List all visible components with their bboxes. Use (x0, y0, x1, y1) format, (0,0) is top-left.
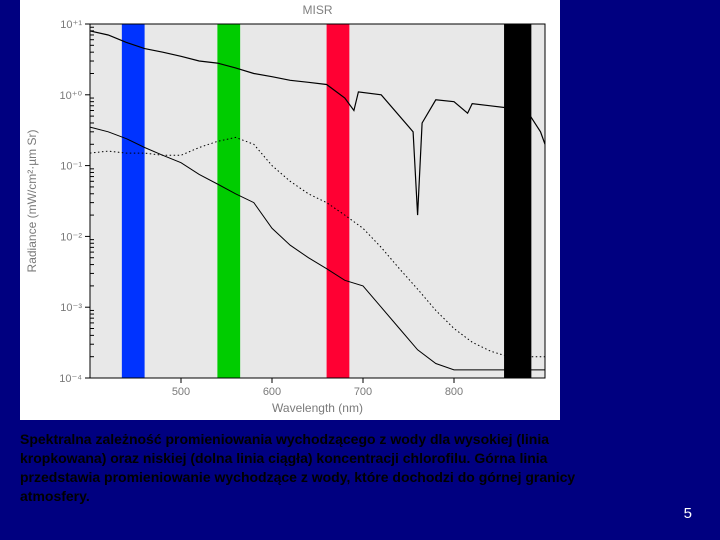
ytick-label: 10⁻³ (60, 302, 82, 314)
ytick-label: 10⁻⁴ (59, 373, 82, 385)
ytick-label: 10⁻¹ (60, 161, 82, 173)
spectral-band-3 (504, 24, 531, 378)
spectral-band-1 (217, 24, 240, 378)
ytick-label: 10⁺⁰ (60, 90, 83, 102)
xtick-label: 500 (172, 386, 190, 398)
x-axis-label: Wavelength (nm) (272, 401, 363, 415)
plot-area (90, 24, 545, 378)
spectral-chart: 10⁻⁴ 10⁻³ 10⁻² 10⁻¹ 10⁺⁰ 10⁺¹ 500 600 700 800 MISR… (20, 0, 560, 420)
chart-title: MISR (303, 3, 333, 17)
xtick-label: 600 (263, 386, 281, 398)
spectral-band-0 (122, 24, 145, 378)
ytick-label: 10⁺¹ (60, 19, 82, 31)
page-number: 5 (684, 505, 692, 522)
chart-caption: Spektralna zależność promieniowania wych… (20, 430, 580, 506)
y-axis-label: Radiance (mW/cm²·µm Sr) (25, 130, 39, 273)
xtick-label: 700 (354, 386, 372, 398)
spectral-band-2 (327, 24, 350, 378)
ytick-label: 10⁻² (60, 231, 82, 243)
chart-svg: 10⁻⁴ 10⁻³ 10⁻² 10⁻¹ 10⁺⁰ 10⁺¹ 500 600 700 800 MISR… (20, 0, 560, 420)
xtick-label: 800 (445, 386, 463, 398)
